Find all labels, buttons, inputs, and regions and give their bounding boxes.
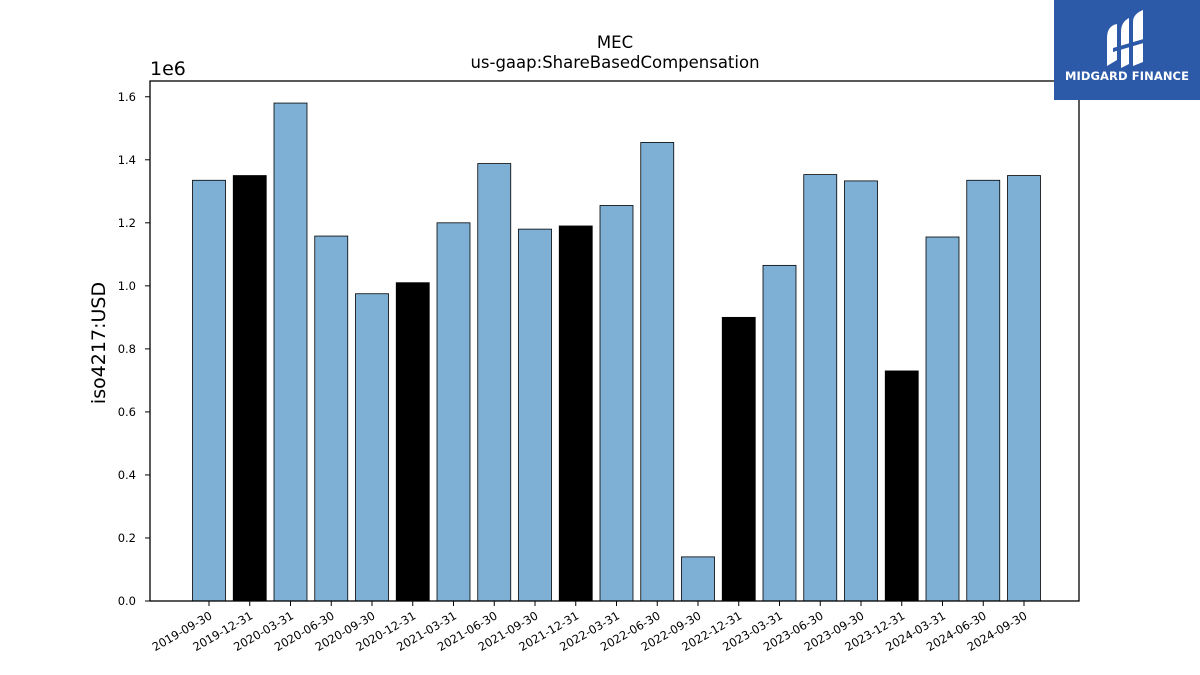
bar	[762, 264, 797, 602]
bars-group	[192, 102, 1041, 602]
bar	[477, 163, 512, 602]
y-offset-label: 1e6	[150, 58, 186, 80]
bar	[844, 180, 878, 602]
bar	[314, 235, 349, 602]
bar	[518, 228, 552, 602]
y-tick-label: 0.0	[118, 594, 136, 608]
bar	[803, 174, 838, 602]
bar	[925, 236, 960, 602]
midgard-logo-icon	[1107, 10, 1147, 68]
logo-text: MIDGARD FINANCE	[1064, 69, 1190, 83]
chart-title: MEC	[597, 33, 633, 52]
bar	[436, 222, 471, 602]
y-tick-label: 1.6	[118, 90, 136, 104]
chart-subtitle: us-gaap:ShareBasedCompensation	[470, 53, 759, 72]
y-tick-label: 0.2	[118, 531, 136, 545]
y-tick-label: 1.4	[118, 153, 136, 167]
x-ticks-group: 2019-09-302019-12-312020-03-312020-06-30…	[150, 601, 1030, 654]
midgard-finance-logo: MIDGARD FINANCE	[1054, 0, 1200, 100]
y-tick-label: 0.8	[118, 342, 136, 356]
bar	[273, 102, 308, 602]
bar	[721, 316, 756, 602]
bar	[395, 282, 430, 602]
bar	[966, 179, 1001, 602]
bar	[192, 179, 226, 602]
bar	[681, 556, 715, 602]
plot-frame	[149, 80, 1080, 602]
bar	[1007, 175, 1041, 602]
y-tick-label: 0.6	[118, 405, 136, 419]
bar	[884, 370, 919, 602]
y-tick-label: 0.4	[118, 468, 136, 482]
y-axis-label: iso4217:USD	[88, 282, 110, 404]
bar	[558, 225, 593, 602]
bar	[640, 142, 675, 602]
bar	[599, 205, 634, 602]
y-ticks-group: 0.0 0.2 0.4 0.6 0.8 1.0 1.2 1.4 1.6	[118, 90, 150, 608]
y-tick-label: 1.0	[118, 279, 136, 293]
bar	[355, 293, 389, 602]
bar	[232, 175, 267, 602]
y-tick-label: 1.2	[118, 216, 136, 230]
